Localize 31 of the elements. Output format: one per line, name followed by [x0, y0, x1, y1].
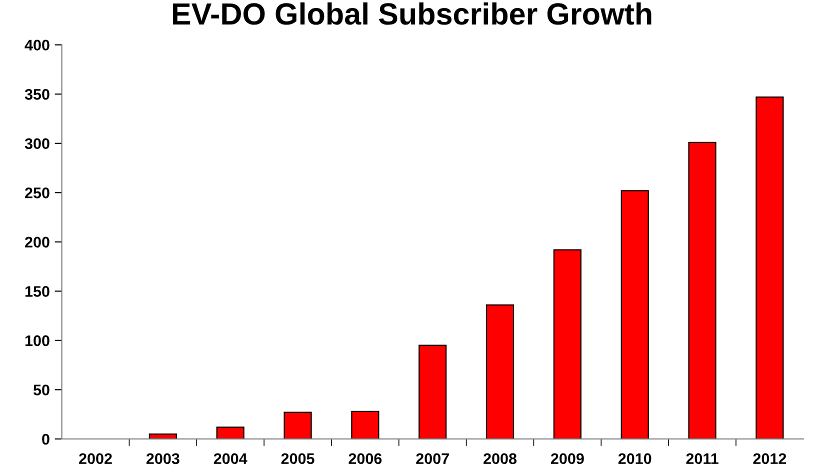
x-tick-label: 2002 — [79, 453, 112, 464]
bar — [688, 142, 716, 439]
x-tick-label: 2006 — [348, 453, 382, 464]
y-tick-label: 300 — [24, 138, 50, 150]
x-tick-label: 2008 — [484, 453, 517, 464]
x-tick-label: 2011 — [686, 453, 718, 464]
y-tick-label: 350 — [24, 88, 50, 100]
bar — [756, 96, 784, 439]
y-tick-label: 0 — [42, 434, 50, 445]
bar — [284, 412, 312, 439]
y-tick-label: 250 — [25, 188, 50, 198]
bar — [486, 304, 514, 439]
x-tick-label: 2012 — [753, 453, 786, 464]
x-tick-label: 2007 — [416, 453, 449, 464]
bar — [620, 190, 649, 439]
bar — [553, 249, 582, 439]
x-tick-label: 2004 — [214, 453, 248, 464]
chart-title: EV-DO Global Subscriber Growth — [172, 2, 652, 25]
y-tick-label: 400 — [24, 40, 50, 51]
y-tick-label: 100 — [25, 335, 50, 346]
x-tick-label: 2010 — [618, 453, 652, 464]
bar — [216, 426, 244, 439]
y-tick-label: 200 — [25, 236, 50, 248]
x-tick-label: 2003 — [146, 453, 180, 464]
bar — [148, 433, 177, 439]
y-tick-label: 50 — [33, 384, 50, 396]
y-tick-label: 150 — [25, 286, 50, 297]
bar — [418, 344, 447, 439]
bar — [351, 410, 380, 439]
x-tick-label: 2005 — [281, 453, 314, 464]
x-tick-label: 2009 — [550, 453, 584, 464]
